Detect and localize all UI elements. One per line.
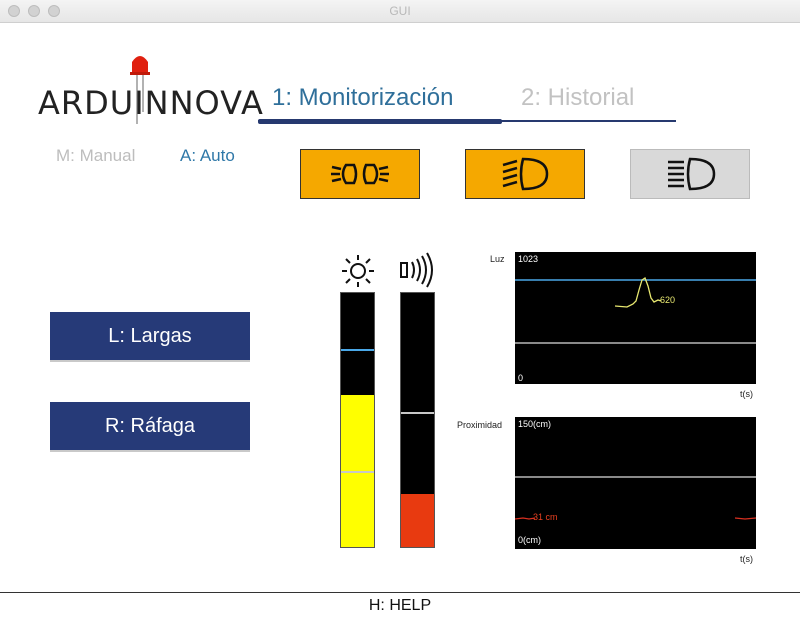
tab-historial[interactable]: 2: Historial [521,84,635,111]
proximidad-value-label: 31 cm [533,512,558,522]
largas-button[interactable]: L: Largas [50,312,250,362]
proximidad-chart: 150(cm) 0(cm) 31 cm [515,417,756,549]
light-lower-threshold [341,470,374,473]
led-logo-icon [130,56,150,124]
proximity-threshold [401,412,434,415]
maximize-window-button[interactable] [48,5,60,17]
position-lights-icon [331,163,389,185]
luz-chart: 1023 0 620 [515,252,756,384]
rafaga-button[interactable]: R: Ráfaga [50,402,250,452]
footer-divider [0,592,800,593]
proximidad-xlabel: t(s) [740,554,753,564]
proximidad-chart-plot [515,476,756,520]
proximidad-ymax: 150(cm) [518,419,552,429]
luz-ymax: 1023 [518,254,539,264]
luz-ymin: 0 [518,373,524,383]
luz-value-label: 620 [660,295,676,305]
proximity-level-fill [401,493,434,547]
window-title: GUI [389,4,411,18]
help-hint[interactable]: H: HELP [368,597,432,614]
close-window-button[interactable] [8,5,20,17]
high-beam-button[interactable] [630,149,750,199]
logo-text: ARDUINNOVA [38,84,264,122]
light-level-bar [340,292,375,548]
window-titlebar: GUI [0,0,800,23]
proximity-sensor-icon [400,252,433,288]
mode-manual-option[interactable]: M: Manual [56,146,136,165]
proximidad-ymin: 0(cm) [518,535,541,545]
proximity-level-bar [400,292,435,548]
luz-chart-plot [515,277,756,344]
low-beam-icon [502,157,549,191]
mode-auto-option[interactable]: A: Auto [180,146,235,165]
sun-icon [342,255,374,287]
minimize-window-button[interactable] [28,5,40,17]
high-beam-icon [668,157,716,191]
tab-active-indicator [258,119,502,124]
position-lights-button[interactable] [300,149,420,199]
tab-monitorizacion[interactable]: 1: Monitorización [272,84,454,111]
luz-xlabel: t(s) [740,389,753,399]
light-upper-threshold [341,348,374,351]
low-beam-button[interactable] [465,149,585,199]
luz-chart-label: Luz [490,254,505,264]
proximidad-chart-label: Proximidad [457,420,503,430]
